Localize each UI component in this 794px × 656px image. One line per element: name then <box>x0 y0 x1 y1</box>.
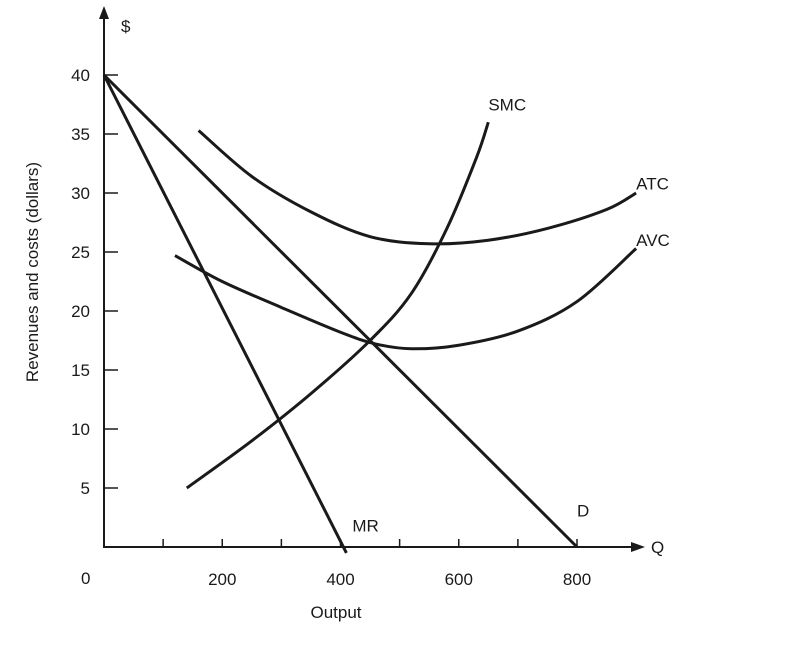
origin-label: 0 <box>81 569 90 588</box>
y-axis-unit-label: $ <box>121 17 131 36</box>
x-axis-end-label: Q <box>651 538 664 557</box>
curve-avc <box>174 247 638 351</box>
x-axis-title: Output <box>310 603 361 622</box>
y-tick-label-35: 35 <box>71 125 90 144</box>
x-tick-label-600: 600 <box>445 570 473 589</box>
curve-label-atc: ATC <box>636 174 669 193</box>
y-tick-label-10: 10 <box>71 420 90 439</box>
curve-label-group: SMC ATC AVC MR D <box>352 95 670 535</box>
x-tick-label-200: 200 <box>208 570 236 589</box>
tick-group: 200 400 600 800 5 10 15 20 25 30 35 40 <box>71 66 591 589</box>
x-tick-label-800: 800 <box>563 570 591 589</box>
y-axis-arrow <box>99 6 109 19</box>
curve-group <box>102 73 638 554</box>
curve-d <box>102 73 579 549</box>
curve-mr <box>102 74 348 554</box>
x-tick-label-400: 400 <box>326 570 354 589</box>
y-axis-title: Revenues and costs (dollars) <box>23 162 42 382</box>
y-tick-label-15: 15 <box>71 361 90 380</box>
curve-label-avc: AVC <box>636 231 670 250</box>
x-axis-arrow <box>631 542 645 552</box>
y-tick-label-5: 5 <box>81 479 90 498</box>
y-tick-label-20: 20 <box>71 302 90 321</box>
curve-smc <box>185 121 490 490</box>
y-tick-label-25: 25 <box>71 243 90 262</box>
curve-label-d: D <box>577 501 589 520</box>
curve-atc <box>197 129 637 246</box>
curve-label-mr: MR <box>352 517 378 536</box>
y-tick-label-40: 40 <box>71 66 90 85</box>
y-tick-label-30: 30 <box>71 184 90 203</box>
curve-label-smc: SMC <box>488 95 526 114</box>
